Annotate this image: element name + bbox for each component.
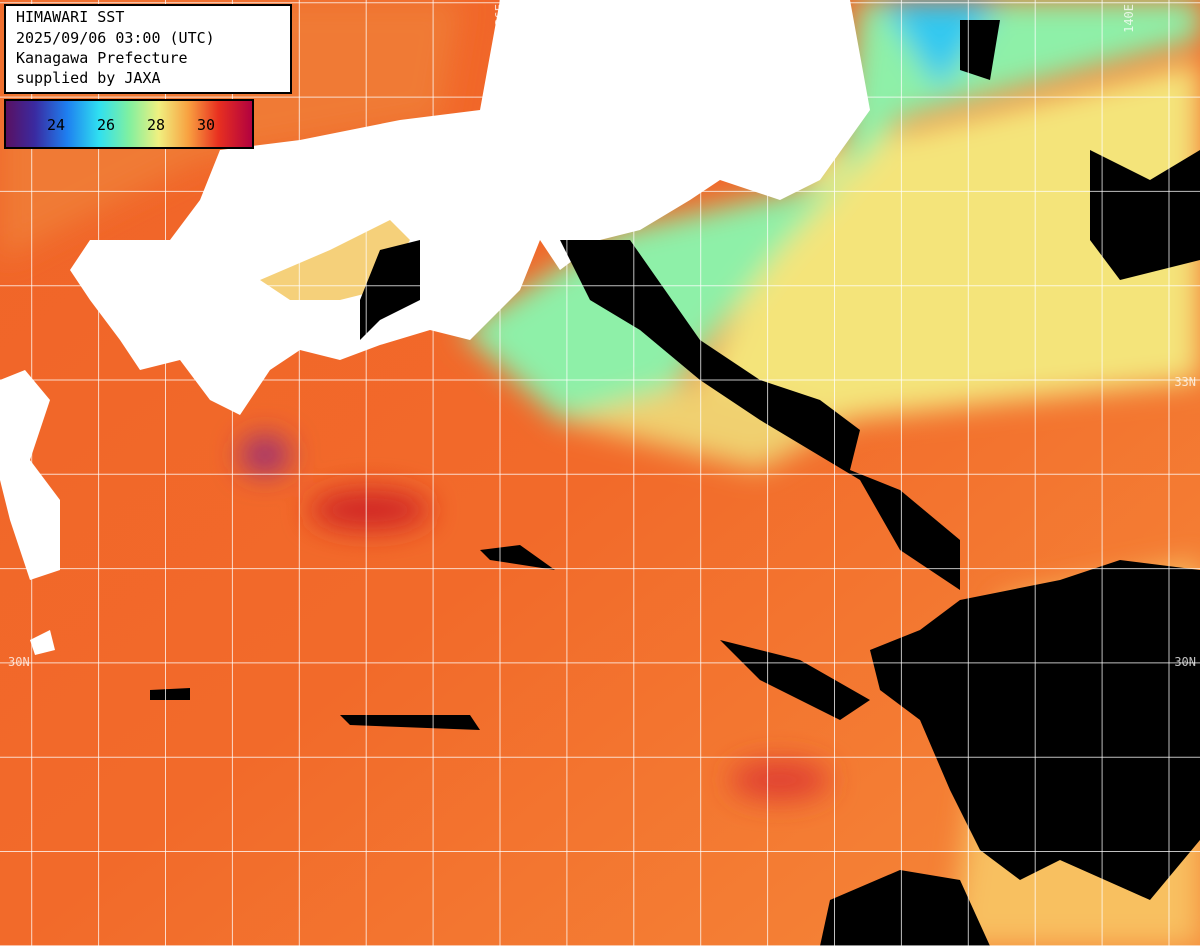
header-box: HIMAWARI SST 2025/09/06 03:00 (UTC) Kana… bbox=[4, 4, 292, 94]
header-line: HIMAWARI SST bbox=[16, 8, 124, 26]
legend-tick: 28 bbox=[147, 116, 165, 134]
legend-tick: 30 bbox=[197, 116, 215, 134]
header-line: 2025/09/06 03:00 (UTC) bbox=[16, 29, 215, 47]
lon-label: 140E bbox=[1122, 4, 1136, 33]
legend-tick: 26 bbox=[97, 116, 115, 134]
legend-tick: 24 bbox=[47, 116, 65, 134]
lat-label: 30N bbox=[8, 655, 30, 669]
lat-label: 33N bbox=[1174, 375, 1196, 389]
color-legend: 24 26 28 30 bbox=[4, 99, 254, 149]
lat-label: 30N bbox=[1174, 655, 1196, 669]
grid-labels: 136E 140E 33N 30N 33N 30N bbox=[8, 4, 1196, 669]
header-line: supplied by JAXA bbox=[16, 69, 161, 87]
lon-label: 136E bbox=[493, 4, 507, 33]
header-line: Kanagawa Prefecture bbox=[16, 49, 188, 67]
lat-label: 33N bbox=[8, 375, 30, 389]
